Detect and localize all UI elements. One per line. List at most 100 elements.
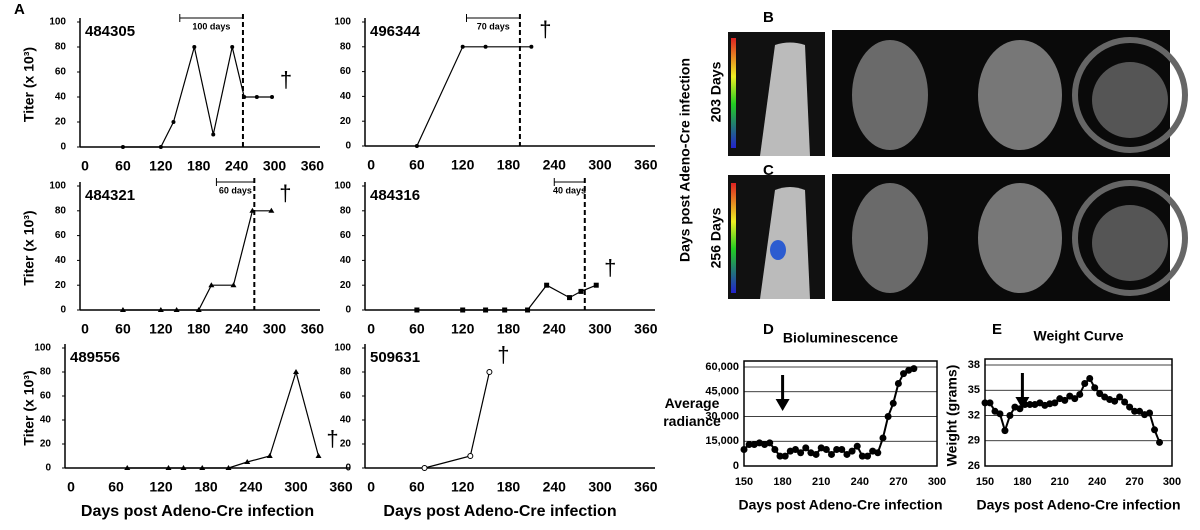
x-tick-label: 270 — [889, 476, 907, 488]
x-tick-label: 240 — [239, 479, 263, 495]
point — [822, 446, 830, 453]
point — [1006, 412, 1014, 419]
point — [225, 465, 232, 470]
y-axis-title: Weight (grams) — [944, 365, 960, 467]
x-tick-label: 120 — [451, 321, 475, 337]
x-tick-label: 120 — [149, 158, 173, 174]
y-tick-label: 0 — [60, 305, 66, 316]
point — [578, 288, 584, 294]
point — [1116, 393, 1124, 401]
imaging-c — [728, 174, 1188, 301]
point — [467, 453, 474, 459]
point — [812, 450, 820, 458]
death-marker: † — [539, 17, 551, 42]
ct-axial-ring — [1072, 180, 1188, 296]
point — [165, 465, 172, 470]
x-tick-label: 240 — [225, 321, 249, 337]
point — [157, 307, 164, 312]
data-line — [743, 367, 915, 458]
x-tick-label: 360 — [634, 157, 658, 173]
ct-axial — [1092, 62, 1168, 138]
x-tick-label: 0 — [81, 321, 89, 337]
point — [270, 95, 274, 99]
x-tick-label: 210 — [812, 476, 830, 488]
x-tick-label: 360 — [634, 321, 658, 337]
point — [981, 399, 989, 407]
point — [827, 450, 835, 458]
y-tick-label: 40 — [340, 91, 352, 102]
y-tick-label: 0 — [345, 305, 351, 316]
y-tick-label: 80 — [55, 205, 67, 216]
point — [1136, 407, 1144, 415]
point — [249, 207, 256, 213]
panel-label: D — [763, 321, 774, 338]
ct-coronal — [978, 40, 1062, 150]
x-tick-label: 240 — [543, 479, 567, 495]
y-tick-label: 0 — [733, 460, 739, 472]
y-tick-label: 80 — [340, 41, 352, 52]
bli-signal — [770, 240, 786, 260]
x-tick-label: 300 — [263, 321, 287, 337]
x-tick-label: 360 — [634, 479, 658, 495]
interval-label: 40 days — [553, 185, 586, 195]
point — [414, 144, 419, 148]
arrow-head — [1015, 397, 1030, 409]
x-tick-label: 240 — [543, 157, 567, 173]
y-tick-label: 100 — [34, 343, 51, 354]
mouse — [760, 42, 810, 156]
point — [173, 307, 180, 312]
imaging-row-label: 203 Days — [708, 61, 724, 122]
x-tick-label: 180 — [187, 158, 211, 174]
point — [192, 45, 197, 49]
x-tick-label: 180 — [497, 321, 521, 337]
point — [268, 207, 275, 213]
point — [1001, 427, 1009, 435]
point — [874, 449, 882, 457]
series-label: 484316 — [370, 187, 420, 204]
death-marker: † — [604, 255, 616, 280]
x-tick-label: 300 — [263, 158, 287, 174]
x-tick-label: 0 — [367, 321, 375, 337]
point — [544, 282, 550, 288]
series-label: 489556 — [70, 349, 120, 366]
point — [180, 465, 187, 470]
x-tick-label: 60 — [409, 479, 425, 495]
data-line — [127, 369, 320, 469]
y-tick-label: 30,000 — [705, 410, 739, 422]
point — [254, 95, 259, 99]
point — [483, 44, 488, 49]
point — [848, 447, 856, 455]
point — [230, 282, 237, 288]
y-tick-label: 45,000 — [705, 386, 739, 398]
point — [230, 45, 235, 49]
point — [1126, 403, 1134, 411]
y-axis-title: Titer (x 10³) — [21, 370, 37, 445]
y-tick-label: 80 — [40, 367, 52, 378]
point — [315, 453, 322, 458]
x-tick-label: 0 — [81, 158, 89, 174]
y-tick-label: 60 — [340, 230, 352, 241]
y-tick-label: 100 — [49, 181, 66, 192]
x-tick-label: 120 — [451, 157, 475, 173]
x-tick-label: 300 — [928, 476, 946, 488]
panel-label: E — [992, 321, 1002, 338]
ct-sagittal — [852, 183, 928, 293]
point — [208, 282, 215, 288]
point — [1081, 380, 1089, 388]
interval-label: 70 days — [477, 21, 510, 31]
y-tick-label: 20 — [340, 116, 352, 127]
y-tick-label: 40 — [55, 255, 67, 266]
point — [1071, 395, 1079, 403]
x-tick-label: 150 — [976, 476, 994, 488]
point — [1121, 398, 1129, 406]
y-tick-label: 60 — [340, 391, 352, 402]
y-tick-label: 60 — [340, 66, 352, 77]
y-tick-label: 15,000 — [705, 435, 739, 447]
interval-label: 60 days — [219, 185, 252, 195]
point — [838, 446, 846, 453]
panel-label: C — [763, 162, 774, 179]
point — [910, 365, 918, 373]
x-axis-title: Days post Adeno-Cre infection — [383, 503, 616, 520]
data-line — [416, 46, 532, 147]
y-axis-title: Titer (x 10³) — [21, 47, 37, 122]
